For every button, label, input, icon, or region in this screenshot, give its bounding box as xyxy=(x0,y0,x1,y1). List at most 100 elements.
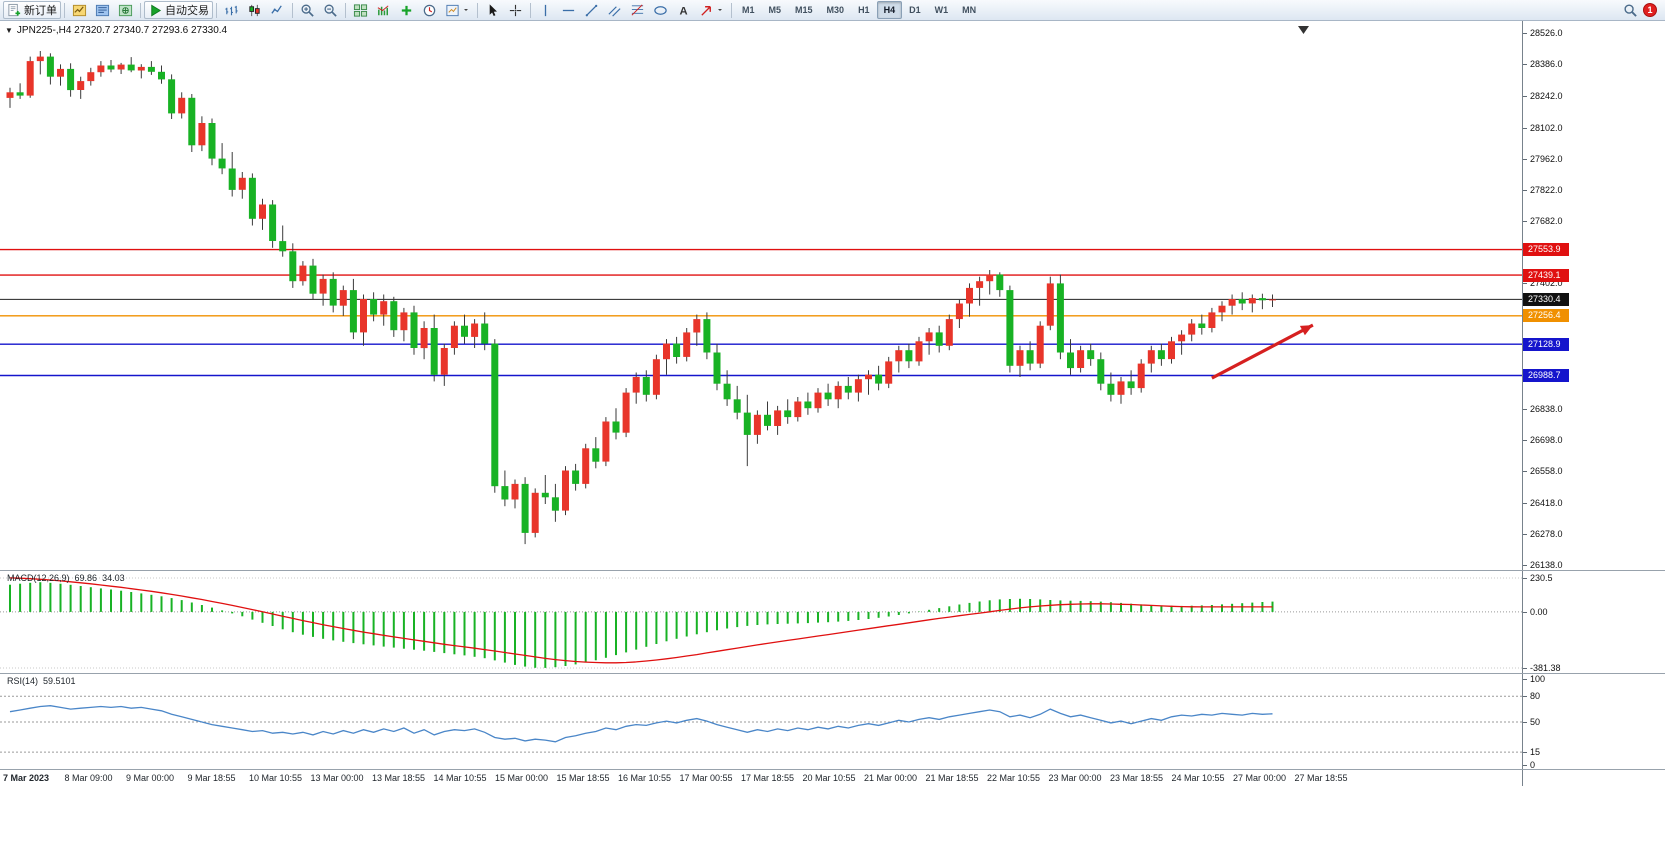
toolbar-separator xyxy=(64,2,65,18)
notification-badge[interactable]: 1 xyxy=(1643,3,1657,17)
market-watch-button[interactable] xyxy=(68,1,91,19)
panel-separator[interactable] xyxy=(0,673,1665,674)
price-axis-tick xyxy=(1523,127,1527,129)
price-axis-label: 27402.0 xyxy=(1530,278,1563,289)
shapes-button[interactable] xyxy=(649,1,672,19)
macd-name: MACD(12,26,9) xyxy=(7,573,70,583)
candlestick-chart[interactable] xyxy=(0,21,1522,570)
macd-signal-line xyxy=(9,577,1273,664)
add-icon xyxy=(401,5,412,15)
channel-button[interactable] xyxy=(603,1,626,19)
toolbar-separator xyxy=(216,2,217,18)
market-watch-icon xyxy=(72,4,87,16)
template-button[interactable] xyxy=(441,1,474,19)
data-window-button[interactable] xyxy=(91,1,114,19)
macd-axis-label: 230.5 xyxy=(1530,573,1553,583)
indicators-add-button[interactable] xyxy=(395,1,418,19)
time-axis-label: 27 Mar 00:00 xyxy=(1233,773,1287,783)
new-order-button-label: 新订单 xyxy=(24,5,57,17)
rsi-axis-tick xyxy=(1523,679,1527,680)
macd-indicator-chart[interactable] xyxy=(0,570,1522,673)
tile-windows-icon xyxy=(353,3,368,17)
symbol-dropdown-icon[interactable]: ▼ xyxy=(5,26,13,35)
time-axis-label: 14 Mar 10:55 xyxy=(433,773,487,783)
time-axis[interactable]: 7 Mar 2023 8 Mar 09:00 9 Mar 00:00 9 Mar 18… xyxy=(0,770,1522,786)
timeframe-mn-button[interactable]: MN xyxy=(962,5,977,15)
price-axis-label: 28526.0 xyxy=(1530,28,1563,38)
caret-down-icon xyxy=(718,9,722,11)
new-order-button[interactable]: 新订单 xyxy=(3,1,61,19)
rsi-indicator-chart[interactable] xyxy=(0,673,1522,769)
navigator-button[interactable] xyxy=(114,1,137,19)
toolbar-separator xyxy=(345,2,346,18)
price-axis-tick xyxy=(1523,533,1527,535)
auto-trading-button[interactable]: 自动交易 xyxy=(144,1,213,19)
shapes-icon xyxy=(654,5,667,15)
scroll-end-marker-icon[interactable] xyxy=(1298,26,1309,34)
price-level-badge: 27439.1 xyxy=(1523,268,1569,282)
rsi-axis-label: 0 xyxy=(1530,760,1536,770)
macd-axis-label: -381.38 xyxy=(1530,663,1561,673)
timeframe-m15-button[interactable]: M15 xyxy=(795,5,813,15)
tile-windows-button[interactable] xyxy=(349,1,372,19)
time-axis-label: 8 Mar 09:00 xyxy=(64,773,113,783)
trendline-button[interactable] xyxy=(580,1,603,19)
trendline-icon xyxy=(585,4,598,16)
toolbar-left-groups: 新订单 自动交易 A M1 M5 M15 M30 H1 H4 D1 W1 MN xyxy=(3,1,983,19)
timeframe-m5-button[interactable]: M5 xyxy=(768,5,782,15)
price-axis-label: 26418.0 xyxy=(1530,497,1563,508)
horizontal-line-button[interactable] xyxy=(557,1,580,19)
line-chart-button[interactable] xyxy=(266,1,289,19)
indicators-button[interactable] xyxy=(372,1,395,19)
macd-axis-label: 0.00 xyxy=(1530,606,1548,617)
price-level-badge: 27256.4 xyxy=(1523,309,1569,323)
chart-ohlc-header: ▼ JPN225-,H4 27320.7 27340.7 27293.6 273… xyxy=(5,25,227,36)
cursor-button[interactable] xyxy=(481,1,504,19)
timeframe-h1-button[interactable]: H1 xyxy=(858,5,870,15)
price-axis-label: 26278.0 xyxy=(1530,528,1563,539)
price-level-badge: 27128.9 xyxy=(1523,337,1569,351)
candle-chart-button[interactable] xyxy=(243,1,266,19)
rsi-axis-tick xyxy=(1523,722,1527,723)
time-axis-label: 17 Mar 00:55 xyxy=(679,773,733,783)
period-button[interactable] xyxy=(418,1,441,19)
caret-down-icon xyxy=(464,9,468,11)
price-axis-tick xyxy=(1523,189,1527,191)
price-axis-tick xyxy=(1523,440,1527,442)
search-icon[interactable] xyxy=(1623,3,1638,18)
timeframe-w1-button[interactable]: W1 xyxy=(934,5,949,15)
price-axis[interactable]: 28526.0 28386.0 28242.0 28102.0 27962.0 27822… xyxy=(1522,21,1665,786)
zoom-out-button[interactable] xyxy=(319,1,342,19)
fibonacci-button[interactable] xyxy=(626,1,649,19)
zoom-out-icon xyxy=(324,4,337,17)
price-axis-label: 27682.0 xyxy=(1530,216,1563,226)
template-icon xyxy=(446,4,459,16)
vertical-line-button[interactable] xyxy=(534,1,557,19)
ohlc-text: JPN225-,H4 27320.7 27340.7 27293.6 27330… xyxy=(16,25,228,36)
timeframe-h4-button[interactable]: H4 xyxy=(876,1,903,19)
panel-separator xyxy=(0,769,1665,770)
crosshair-button[interactable] xyxy=(504,1,527,19)
data-window-icon xyxy=(95,4,110,16)
time-axis-label: 10 Mar 10:55 xyxy=(249,773,303,783)
panel-separator[interactable] xyxy=(0,570,1665,571)
price-level-badge: 26988.7 xyxy=(1523,369,1569,382)
price-axis-tick xyxy=(1523,221,1527,222)
time-axis-label: 7 Mar 2023 xyxy=(3,773,50,783)
macd-axis-tick xyxy=(1523,611,1527,613)
cursor-icon xyxy=(489,3,497,16)
text-button[interactable]: A xyxy=(672,1,695,19)
arrows-button[interactable] xyxy=(695,1,728,19)
bar-chart-button[interactable] xyxy=(220,1,243,19)
time-axis-label: 22 Mar 10:55 xyxy=(987,773,1041,783)
price-axis-label: 28102.0 xyxy=(1530,122,1563,133)
price-axis-label: 27822.0 xyxy=(1530,184,1563,195)
timeframe-m1-button[interactable]: M1 xyxy=(742,5,755,15)
price-axis-label: 26698.0 xyxy=(1530,435,1563,446)
trend-arrow-annotation[interactable] xyxy=(1211,323,1314,380)
timeframe-m30-button[interactable]: M30 xyxy=(826,5,845,15)
price-axis-tick xyxy=(1523,409,1527,411)
zoom-in-button[interactable] xyxy=(296,1,319,19)
rsi-axis-tick xyxy=(1523,765,1527,766)
timeframe-d1-button[interactable]: D1 xyxy=(909,5,921,15)
